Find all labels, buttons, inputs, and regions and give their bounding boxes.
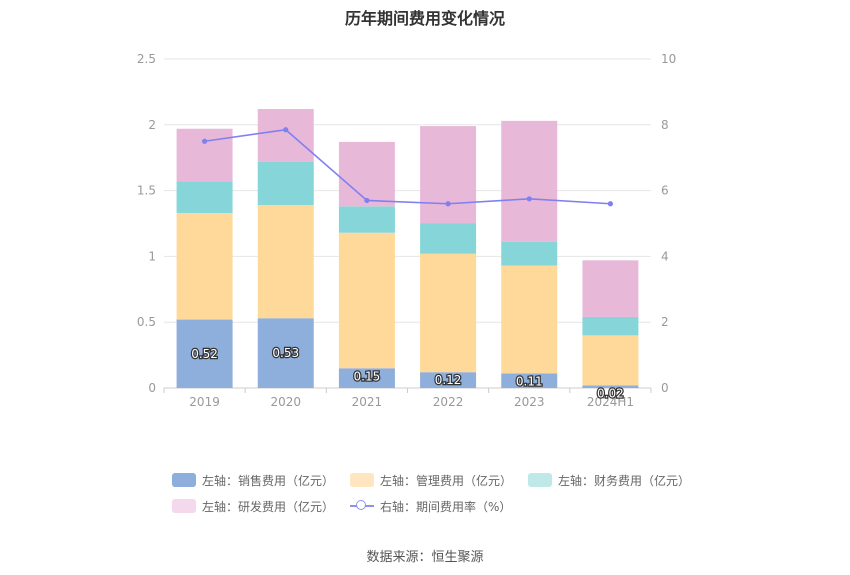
rate-line (204, 128, 611, 205)
bar-segment-1 (338, 232, 395, 369)
legend-swatch-admin (350, 473, 375, 487)
bar-segment-0 (501, 373, 558, 388)
legend-label-finance: 左轴：财务费用（亿元） (558, 473, 691, 488)
legend: 左轴：销售费用（亿元） 左轴：管理费用（亿元） 左轴：财务费用（亿元） 左轴：研… (172, 472, 732, 524)
x-axis-tick-label: 2023 (514, 395, 545, 409)
legend-item-finance[interactable]: 左轴：财务费用（亿元） (528, 472, 690, 489)
right-axis-tick-label: 2 (661, 315, 669, 329)
left-axis-tick-label: 2 (148, 118, 156, 132)
legend-label-rate: 右轴：期间费用率（%） (380, 499, 512, 514)
legend-item-admin[interactable]: 左轴：管理费用（亿元） (350, 472, 512, 489)
legend-line-icon (350, 499, 375, 513)
x-axis-tick-label: 2022 (433, 395, 464, 409)
bar-segment-0 (176, 319, 233, 388)
legend-item-sales[interactable]: 左轴：销售费用（亿元） (172, 472, 334, 489)
rate-point (283, 127, 289, 133)
legend-label-admin: 左轴：管理费用（亿元） (380, 473, 513, 488)
bar-value-label: 0.11 (516, 375, 543, 389)
bar-segment-3 (420, 126, 477, 224)
left-axis-tick-label: 1 (148, 249, 156, 263)
x-axis-tick-label: 2024H1 (587, 395, 634, 409)
bar-segment-0 (257, 318, 314, 388)
legend-swatch-finance (528, 473, 553, 487)
rate-point (445, 201, 451, 207)
legend-item-rate[interactable]: 右轴：期间费用率（%） (350, 498, 511, 515)
bar-segment-1 (176, 212, 233, 320)
left-axis-tick-label: 0.5 (137, 315, 156, 329)
legend-swatch-sales (172, 473, 196, 487)
bar-segment-2 (338, 206, 395, 233)
legend-swatch-rnd (172, 499, 196, 513)
bar-value-label: 0.12 (435, 373, 462, 387)
bar-segment-3 (501, 120, 558, 242)
bar-segment-1 (582, 335, 639, 386)
bar-segment-2 (176, 181, 233, 213)
chart-plot: 0 0.5 1 1.5 2 2.5 0 2 4 6 8 10 2019 0.52 2020 0.53 2021 0… (137, 52, 676, 409)
right-axis-tick-label: 0 (661, 381, 669, 395)
x-axis-tick-label: 2019 (189, 395, 220, 409)
left-axis-tick-label: 0 (148, 381, 156, 395)
chart-title: 历年期间费用变化情况 (344, 9, 505, 28)
bar-value-label: 0.52 (191, 347, 218, 361)
bar-segment-0 (338, 368, 395, 388)
right-axis-tick-label: 6 (661, 184, 669, 198)
right-axis-tick-label: 10 (661, 52, 676, 66)
right-axis-tick-label: 8 (661, 118, 669, 132)
x-axis-tick-label: 2020 (270, 395, 301, 409)
x-axis-tick-label: 2021 (352, 395, 383, 409)
rate-point (607, 201, 614, 207)
legend-label-rnd: 左轴：研发费用（亿元） (202, 499, 335, 514)
data-source: 数据来源：恒生聚源 (366, 550, 484, 565)
rate-point (364, 197, 370, 204)
bar-segment-3 (257, 109, 314, 162)
bar-segment-2 (257, 161, 314, 206)
rate-point (201, 138, 208, 144)
legend-label-sales: 左轴：销售费用（亿元） (202, 473, 335, 488)
bar-segment-1 (420, 253, 477, 373)
rate-point (526, 196, 532, 202)
left-axis-tick-label: 2.5 (137, 52, 156, 66)
bar-segment-3 (582, 260, 639, 317)
legend-item-rnd[interactable]: 左轴：研发费用（亿元） (172, 498, 334, 515)
bar-segment-3 (338, 141, 395, 207)
bar-segment-2 (582, 316, 639, 336)
bar-value-label: 0.15 (354, 369, 381, 383)
bar-value-label: 0.53 (272, 346, 299, 360)
right-axis-tick-label: 4 (661, 249, 669, 263)
bar-segment-1 (257, 205, 314, 319)
bar-segment-2 (420, 223, 477, 254)
bar-segment-0 (420, 372, 477, 388)
left-axis-tick-label: 1.5 (137, 184, 156, 198)
bar-segment-3 (176, 128, 233, 182)
bar-value-label: 0.02 (597, 386, 624, 400)
bar-segment-2 (501, 241, 558, 266)
bar-segment-0 (582, 385, 639, 388)
bar-segment-1 (501, 265, 558, 374)
